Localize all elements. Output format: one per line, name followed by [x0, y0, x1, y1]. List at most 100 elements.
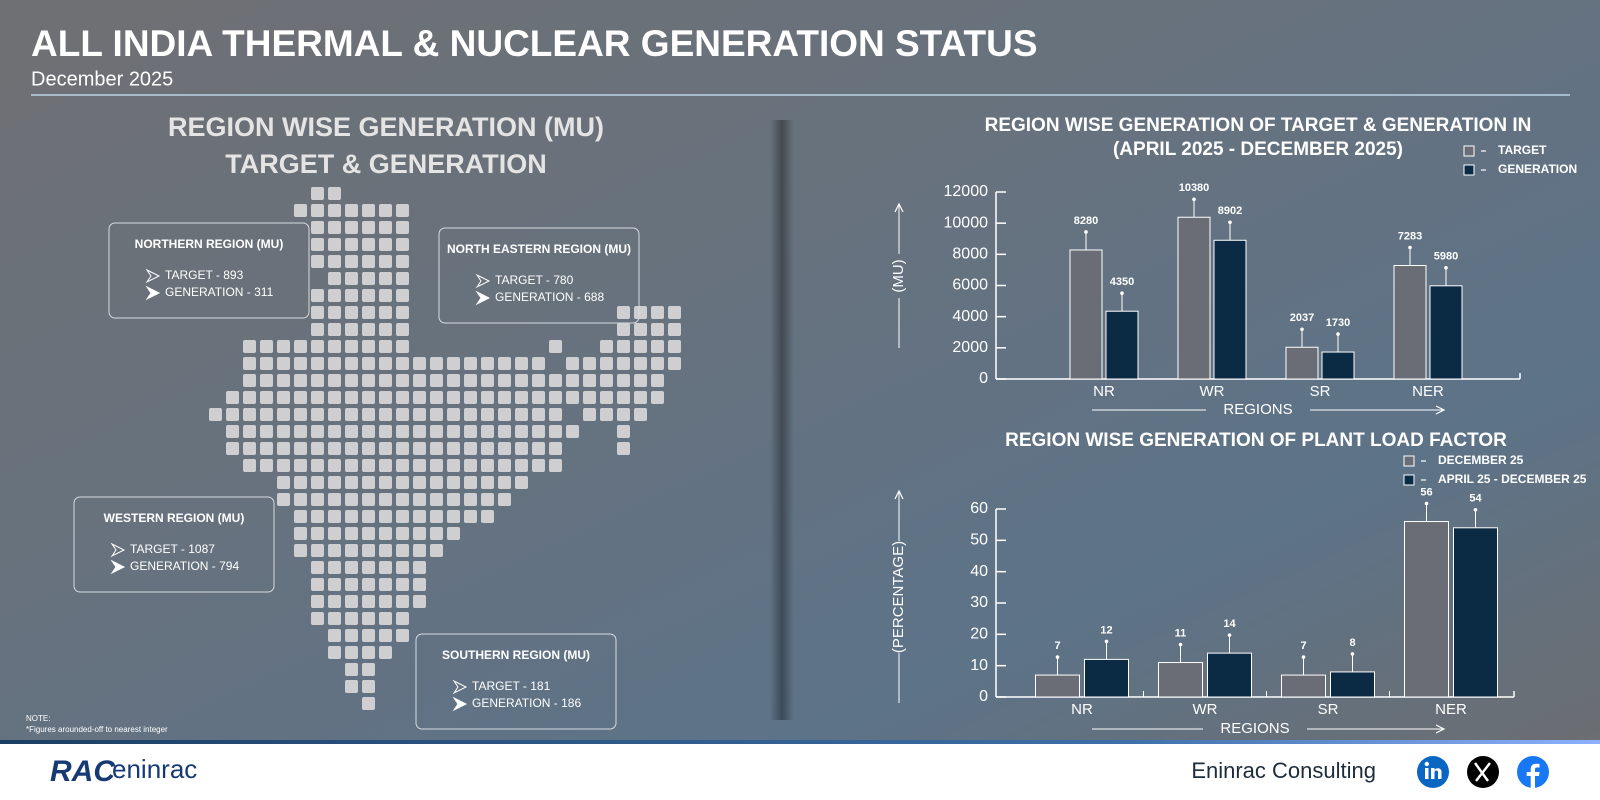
- bar: [1158, 662, 1203, 698]
- map-tile: [311, 527, 324, 540]
- map-tile: [311, 510, 324, 523]
- y-tick-label: 2000: [952, 339, 988, 356]
- x-label-arrow: [1435, 724, 1446, 734]
- map-tile: [379, 425, 392, 438]
- map-tile: [345, 578, 358, 591]
- linkedin-icon[interactable]: [1417, 756, 1449, 788]
- label-pin-dot: [1192, 197, 1196, 202]
- map-tile: [362, 663, 375, 676]
- map-tile: [362, 527, 375, 540]
- map-tile: [617, 391, 630, 404]
- label-pin-dot: [1055, 655, 1060, 659]
- map-tile: [515, 476, 528, 489]
- x-tick-label: NER: [1412, 383, 1444, 400]
- map-tile: [311, 544, 324, 557]
- map-tile: [651, 391, 664, 404]
- map-tile: [277, 459, 290, 472]
- map-tile: [277, 357, 290, 370]
- map-tile: [634, 323, 647, 336]
- label-pin-dot: [1408, 245, 1412, 250]
- map-tile: [396, 204, 409, 217]
- map-tile: [328, 289, 341, 302]
- data-label: 5980: [1434, 251, 1458, 263]
- map-tile: [396, 323, 409, 336]
- data-label: 54: [1469, 493, 1482, 505]
- region-name: SOUTHERN REGION (MU): [442, 648, 590, 662]
- data-label: 7283: [1398, 230, 1422, 242]
- region-line: GENERATION - 794: [130, 559, 239, 573]
- map-tile: [583, 357, 596, 370]
- map-tile: [328, 493, 341, 506]
- background: [0, 0, 1600, 740]
- map-tile: [430, 476, 443, 489]
- map-tile: [396, 493, 409, 506]
- page-title: ALL INDIA THERMAL & NUCLEAR GENERATION S…: [31, 23, 1038, 64]
- map-tile: [294, 374, 307, 387]
- map-tile: [481, 408, 494, 421]
- map-tile: [362, 425, 375, 438]
- label-pin-dot: [1300, 327, 1304, 332]
- map-tile: [277, 374, 290, 387]
- map-tile: [277, 442, 290, 455]
- facebook-icon[interactable]: [1517, 756, 1549, 788]
- map-tile: [566, 391, 579, 404]
- region-name: NORTHERN REGION (MU): [135, 237, 284, 251]
- map-tile: [447, 391, 460, 404]
- map-tile: [379, 493, 392, 506]
- map-tile: [464, 374, 477, 387]
- map-tile: [583, 374, 596, 387]
- map-tile: [277, 493, 290, 506]
- map-tile: [345, 357, 358, 370]
- map-tile: [481, 374, 494, 387]
- map-tile: [549, 391, 562, 404]
- map-tile: [362, 340, 375, 353]
- data-label: 12: [1100, 624, 1112, 636]
- y-tick-label: 12000: [944, 183, 989, 200]
- logo-mark: RAC: [50, 755, 116, 788]
- data-label: 7: [1054, 640, 1060, 652]
- map-tile: [294, 527, 307, 540]
- map-tile: [396, 306, 409, 319]
- map-tile: [328, 442, 341, 455]
- map-tile: [413, 561, 426, 574]
- map-tile: [549, 340, 562, 353]
- map-tile: [549, 408, 562, 421]
- map-tile: [345, 340, 358, 353]
- map-tile: [583, 408, 596, 421]
- map-tile: [532, 408, 545, 421]
- map-tile: [396, 459, 409, 472]
- map-tile: [379, 306, 392, 319]
- map-tile: [243, 374, 256, 387]
- map-tile: [651, 374, 664, 387]
- map-tile: [600, 357, 613, 370]
- y-tick-label: 8000: [952, 246, 988, 263]
- map-tile: [379, 357, 392, 370]
- map-tile: [345, 561, 358, 574]
- map-tile: [345, 323, 358, 336]
- map-tile: [362, 544, 375, 557]
- map-tile: [464, 391, 477, 404]
- data-label: 8: [1349, 637, 1355, 649]
- map-tile: [430, 408, 443, 421]
- label-pin-dot: [1444, 266, 1448, 270]
- bullet-outline: [475, 273, 491, 289]
- map-tile: [328, 272, 341, 285]
- map-tile: [396, 595, 409, 608]
- map-tile: [447, 408, 460, 421]
- map-tile: [345, 289, 358, 302]
- map-tile: [396, 510, 409, 523]
- map-tile: [549, 442, 562, 455]
- map-tile: [430, 442, 443, 455]
- bar: [1321, 351, 1355, 380]
- x-icon[interactable]: [1467, 756, 1499, 788]
- bullet-filled: [110, 559, 126, 575]
- map-tile: [651, 340, 664, 353]
- map-tile: [617, 442, 630, 455]
- x-tick-label: SR: [1310, 383, 1331, 400]
- map-tile: [328, 425, 341, 438]
- region-line: GENERATION - 688: [495, 290, 604, 304]
- map-tile: [379, 374, 392, 387]
- bar: [1105, 310, 1139, 380]
- legend-label: DECEMBER 25: [1438, 453, 1524, 467]
